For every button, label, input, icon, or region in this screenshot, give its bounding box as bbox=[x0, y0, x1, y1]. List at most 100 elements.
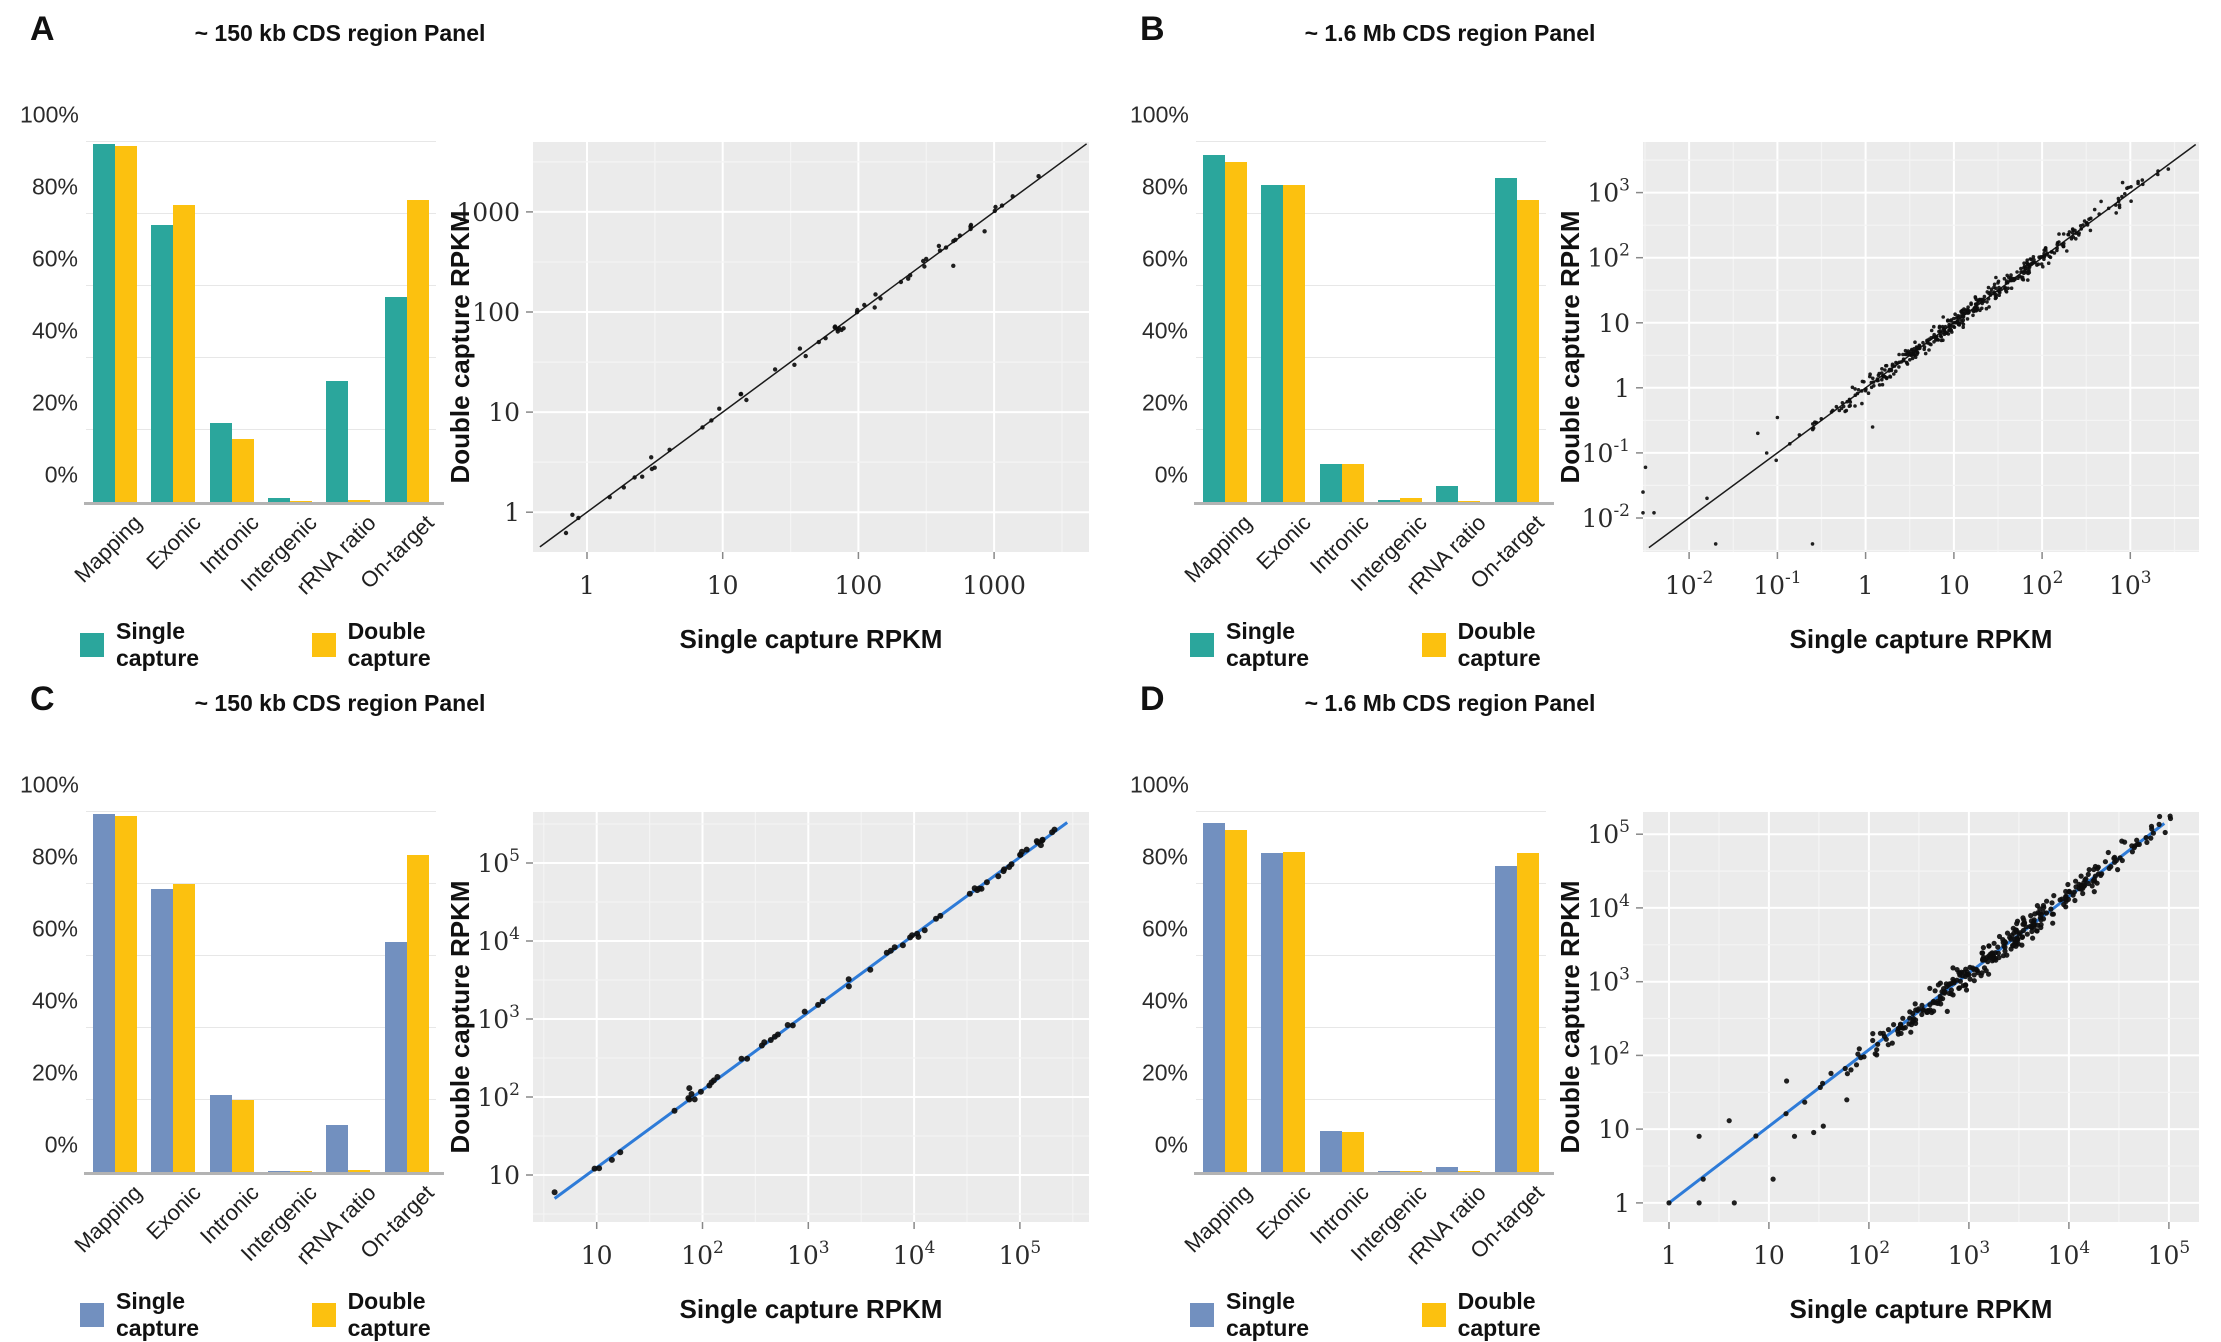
legend-label: Double capture bbox=[347, 618, 431, 671]
y-axis-tick-label: 100% bbox=[1130, 101, 1189, 128]
panel-c: C ~ 150 kb CDS region Panel 0% 20% 40% 60% 8… bbox=[0, 670, 1110, 1341]
legend-swatch-icon bbox=[1190, 633, 1214, 657]
bar-double-capture bbox=[1341, 464, 1364, 502]
bar-group bbox=[1429, 142, 1487, 502]
y-tick-label: 10 bbox=[1598, 1115, 1630, 1144]
x-tick-label: 10-1 bbox=[1753, 568, 1801, 600]
y-axis-tick-label: 40% bbox=[1141, 317, 1188, 344]
panel-a: A ~ 150 kb CDS region Panel 0% 20% 40% 60% 8… bbox=[0, 0, 1110, 672]
scatter-plot: 10 102 103 104 105 10 102 103 104 105 Single captu… bbox=[445, 798, 1105, 1341]
legend: Single capture Double capture bbox=[1190, 1288, 1555, 1342]
legend-label: Single capture bbox=[1226, 618, 1310, 671]
scatter-points bbox=[551, 826, 1058, 1196]
bar-single-capture bbox=[151, 224, 174, 502]
bar-group bbox=[1371, 142, 1429, 502]
gridline bbox=[86, 955, 436, 956]
scatter-svg: 1 10 100 1000 1 10 100 1000 Single capture RPKM D… bbox=[445, 142, 1089, 654]
bar-double-capture bbox=[1341, 1132, 1364, 1172]
bar-chart: 0% 20% 40% 60% 80% 100% Mapping Exonic Intronic I… bbox=[1110, 740, 1555, 1341]
legend-item: Double capture bbox=[311, 618, 445, 672]
panel-letter: B bbox=[1140, 10, 1165, 48]
scatter-svg: 1 10 102 103 104 105 1 10 102 103 104 105 Single cap… bbox=[1555, 812, 2199, 1324]
y-axis-ticks: 10-2 10-1 1 10 102 103 bbox=[1582, 176, 1643, 533]
bar-single-capture bbox=[1436, 1166, 1459, 1172]
bar-chart-plot: 0% 20% 40% 60% 80% 100% Mapping Exonic Intronic I… bbox=[20, 772, 445, 1284]
gridline bbox=[1196, 141, 1546, 142]
bar-group bbox=[144, 812, 202, 1172]
gridline bbox=[1196, 285, 1546, 286]
bar-single-capture bbox=[1494, 178, 1517, 502]
bar-double-capture bbox=[290, 500, 313, 502]
x-tick-label: 1000 bbox=[962, 571, 1026, 600]
x-axis-labels: Mapping Exonic Intronic Intergenic rRNA rati… bbox=[69, 502, 438, 614]
bar-single-capture bbox=[1494, 866, 1517, 1172]
bar-chart: 0% 20% 40% 60% 80% 100% Mapping Exonic Intronic I… bbox=[0, 70, 445, 672]
bar-double-capture bbox=[173, 884, 196, 1172]
bar-group bbox=[261, 812, 319, 1172]
bar-single-capture bbox=[93, 813, 116, 1172]
y-axis-label: Double capture RPKM bbox=[1555, 880, 1585, 1153]
panel-body: 0% 20% 40% 60% 80% 100% Mapping Exonic Intronic I… bbox=[0, 70, 1110, 672]
legend-swatch-icon bbox=[311, 633, 336, 657]
bar-single-capture bbox=[209, 422, 232, 502]
gridline bbox=[86, 1027, 436, 1028]
y-axis-tick-label: 0% bbox=[44, 461, 78, 488]
bar-chart-plot: 0% 20% 40% 60% 80% 100% Mapping Exonic Intronic I… bbox=[1130, 102, 1555, 614]
y-axis-tick-label: 80% bbox=[1141, 173, 1188, 200]
legend-label: Double capture bbox=[1457, 1288, 1541, 1341]
bar-double-capture bbox=[1283, 851, 1306, 1172]
scatter-plot: 1 10 100 1000 1 10 100 1000 Single capture RPKM D… bbox=[445, 128, 1105, 670]
y-axis-tick-label: 60% bbox=[31, 915, 78, 942]
bar-single-capture bbox=[1203, 154, 1226, 502]
bar-single-capture bbox=[384, 296, 407, 502]
bar-double-capture bbox=[1225, 161, 1248, 502]
panel-body: 0% 20% 40% 60% 80% 100% Mapping Exonic Intronic I… bbox=[1110, 740, 2221, 1341]
legend-swatch-icon bbox=[1421, 633, 1446, 657]
bar-groups bbox=[86, 812, 436, 1172]
plot-background bbox=[533, 812, 1089, 1222]
scatter-plot: 10-2 10-1 1 10 102 103 10-2 10-1 1 10 102 103 Single… bbox=[1555, 128, 2215, 670]
x-axis-label: Single capture RPKM bbox=[680, 1294, 943, 1324]
bar-double-capture bbox=[1400, 1170, 1423, 1172]
y-axis-tick-label: 0% bbox=[44, 1131, 78, 1158]
y-tick-label: 10 bbox=[488, 398, 520, 427]
y-axis-tick-label: 0% bbox=[1154, 1131, 1188, 1158]
y-axis-label: Double capture RPKM bbox=[1555, 210, 1585, 483]
y-tick-label: 103 bbox=[1587, 176, 1630, 208]
bar-group bbox=[378, 812, 436, 1172]
bar-chart: 0% 20% 40% 60% 80% 100% Mapping Exonic Intronic I… bbox=[0, 740, 445, 1341]
y-axis-tick-label: 100% bbox=[1130, 771, 1189, 798]
bar-group bbox=[1254, 812, 1312, 1172]
gridline bbox=[1196, 357, 1546, 358]
bar-group bbox=[86, 812, 144, 1172]
bar-group bbox=[378, 142, 436, 502]
gridline bbox=[86, 141, 436, 142]
gridline bbox=[1196, 955, 1546, 956]
bar-plot-area: 0% 20% 40% 60% 80% 100% bbox=[20, 102, 444, 505]
x-axis-ticks: 10-2 10-1 1 10 102 103 bbox=[1665, 552, 2152, 600]
scatter-svg: 10 102 103 104 105 10 102 103 104 105 Single captu… bbox=[445, 812, 1089, 1324]
legend-swatch-icon bbox=[80, 633, 104, 657]
legend-label: Single capture bbox=[116, 1288, 200, 1341]
legend-swatch-icon bbox=[1421, 1303, 1446, 1327]
gridline bbox=[86, 357, 436, 358]
bar-single-capture bbox=[1378, 1170, 1401, 1172]
bar-single-capture bbox=[1319, 1130, 1342, 1172]
x-tick-label: 104 bbox=[2048, 1238, 2091, 1270]
bar-double-capture bbox=[1283, 185, 1306, 502]
bar-double-capture bbox=[348, 1170, 371, 1172]
y-axis-label: Double capture RPKM bbox=[445, 880, 475, 1153]
panel-title: ~ 150 kb CDS region Panel bbox=[194, 20, 486, 46]
gridlines bbox=[1643, 812, 2199, 1222]
y-tick-label: 103 bbox=[477, 1002, 520, 1034]
panel-letter: A bbox=[30, 10, 55, 48]
x-axis-baseline bbox=[1194, 502, 1554, 505]
x-tick-label: 1 bbox=[1858, 571, 1874, 600]
bar-single-capture bbox=[1319, 464, 1342, 502]
y-axis-tick-label: 20% bbox=[31, 1059, 78, 1086]
bar-group bbox=[1313, 142, 1371, 502]
y-axis-tick-label: 80% bbox=[1141, 843, 1188, 870]
scatter-points bbox=[1641, 167, 2171, 546]
x-axis-ticks: 1 10 100 1000 bbox=[579, 552, 1026, 600]
x-axis-ticks: 10 102 103 104 105 bbox=[581, 1222, 1041, 1270]
